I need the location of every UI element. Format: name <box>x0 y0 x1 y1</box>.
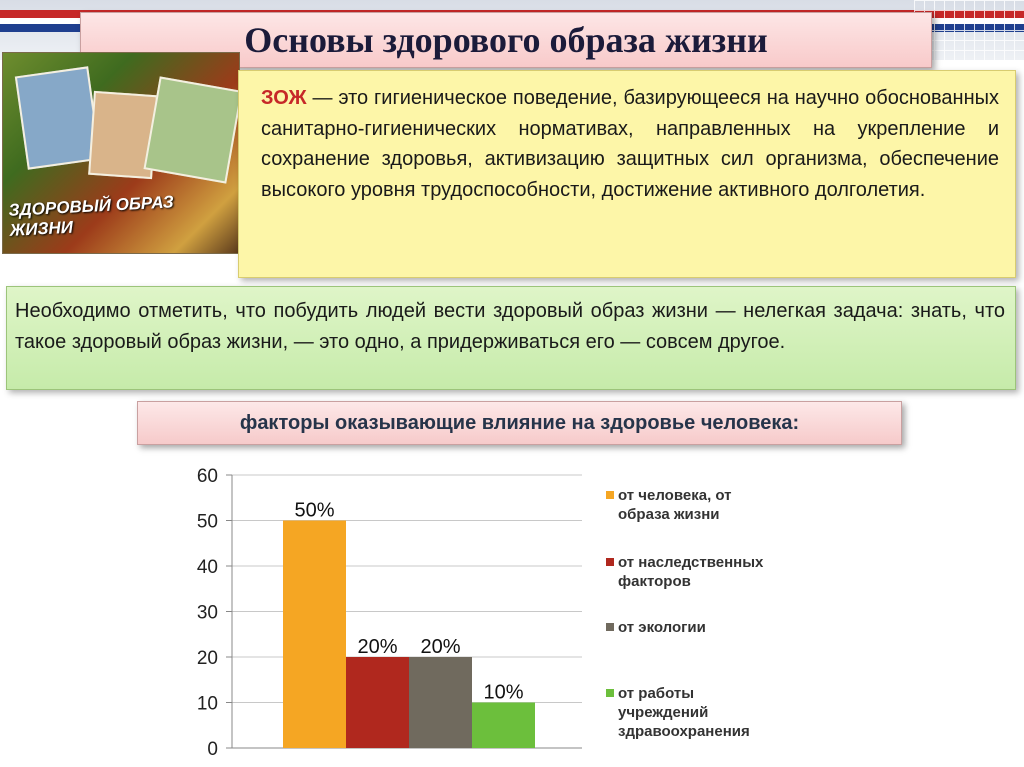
collage-caption: ЗДОРОВЫЙ ОБРАЗ ЖИЗНИ <box>8 192 175 240</box>
legend-swatch-lifestyle <box>606 491 614 499</box>
bar <box>472 702 535 748</box>
factors-heading-banner: факторы оказывающие влияние на здоровье … <box>137 401 902 445</box>
collage-photo-children <box>143 76 239 184</box>
definition-term: ЗОЖ <box>261 87 307 109</box>
title-banner: Основы здорового образа жизни <box>80 12 932 68</box>
bar <box>283 520 346 748</box>
legend-label-line: от наследственных <box>618 554 764 571</box>
healthy-lifestyle-collage: ЗДОРОВЫЙ ОБРАЗ ЖИЗНИ <box>2 52 240 254</box>
note-text: Необходимо отметить, что побудить людей … <box>15 300 1005 353</box>
legend-label-line: от человека, от <box>618 487 732 504</box>
bar-data-label: 20% <box>420 636 460 658</box>
y-tick-label: 20 <box>197 648 218 669</box>
factors-bar-chart: 0 10 20 30 40 50 60 50% 20% 20% 10% <box>197 466 582 760</box>
bar <box>409 657 472 748</box>
legend-item-heredity: от наследственных факторов <box>602 553 763 591</box>
bar-data-label: 20% <box>357 636 397 658</box>
legend-label-line: от работы <box>618 685 695 702</box>
factors-heading: факторы оказывающие влияние на здоровье … <box>239 411 800 434</box>
y-tick-label: 60 <box>197 466 218 487</box>
legend-item-healthcare: от работы учреждений здравоохранения <box>602 684 750 741</box>
definition-text: — это гигиеническое поведение, базирующе… <box>261 87 999 201</box>
definition-box: ЗОЖ — это гигиеническое поведение, базир… <box>238 70 1016 278</box>
legend-swatch-heredity <box>606 558 614 566</box>
y-tick-label: 50 <box>197 512 218 533</box>
page-title: Основы здорового образа жизни <box>244 20 768 60</box>
legend-label-line: здравоохранения <box>618 723 750 740</box>
y-tick-label: 30 <box>197 603 218 624</box>
note-box: Необходимо отметить, что побудить людей … <box>6 286 1016 390</box>
legend-label-line: факторов <box>618 573 691 590</box>
legend-label-line: от экологии <box>618 619 706 636</box>
legend-item-lifestyle: от человека, от образа жизни <box>602 486 732 524</box>
collage-photo-cyclist <box>14 66 102 170</box>
legend-label-line: учреждений <box>618 704 709 721</box>
y-tick-label: 10 <box>197 694 218 715</box>
legend-swatch-healthcare <box>606 689 614 697</box>
bar <box>346 657 409 748</box>
legend-label-line: образа жизни <box>618 506 720 523</box>
definition-paragraph: ЗОЖ — это гигиеническое поведение, базир… <box>261 83 999 205</box>
legend-swatch-ecology <box>606 623 614 631</box>
legend-item-ecology: от экологии <box>602 618 706 637</box>
bar-data-label: 50% <box>294 500 334 522</box>
y-tick-label: 0 <box>207 739 218 760</box>
y-tick-label: 40 <box>197 557 218 578</box>
bar-data-label: 10% <box>483 682 523 704</box>
header-grid-decoration <box>914 0 1024 70</box>
